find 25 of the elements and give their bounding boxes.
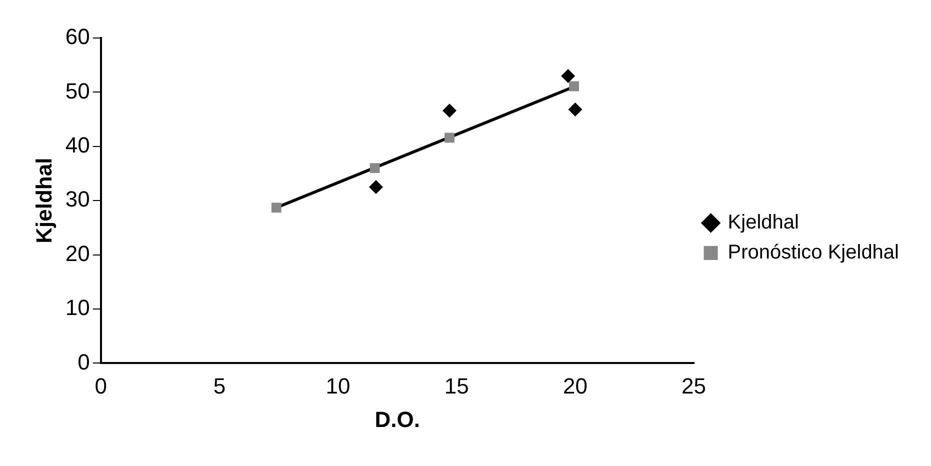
x-tick-label: 5 — [213, 373, 226, 398]
point — [568, 102, 582, 117]
x-tick-label: 25 — [682, 373, 706, 398]
legend-label: Kjeldhal — [728, 212, 799, 234]
y-tick-label: 40 — [65, 132, 90, 158]
point — [444, 132, 454, 143]
x-tick-label: 15 — [444, 373, 469, 398]
y-tick-label: 0 — [78, 349, 90, 374]
x-axis-title: D.O. — [374, 406, 420, 432]
y-tick-label: 50 — [65, 78, 90, 104]
x-tick-label: 0 — [94, 373, 107, 398]
legend-label: Pronóstico Kjeldhal — [728, 242, 900, 264]
x-tick-label: 20 — [562, 373, 588, 398]
point — [561, 68, 576, 83]
point — [569, 81, 579, 92]
x-tick-label: 10 — [326, 373, 350, 398]
y-tick-label: 20 — [65, 240, 90, 266]
y-axis-title: Kjeldhal — [31, 158, 56, 244]
y-tick-label: 10 — [65, 295, 90, 320]
y-tick-label: 60 — [65, 24, 90, 50]
point — [368, 180, 383, 194]
y-tick-label: 30 — [65, 186, 90, 212]
point — [442, 104, 457, 118]
point — [370, 163, 380, 174]
point — [271, 202, 282, 213]
